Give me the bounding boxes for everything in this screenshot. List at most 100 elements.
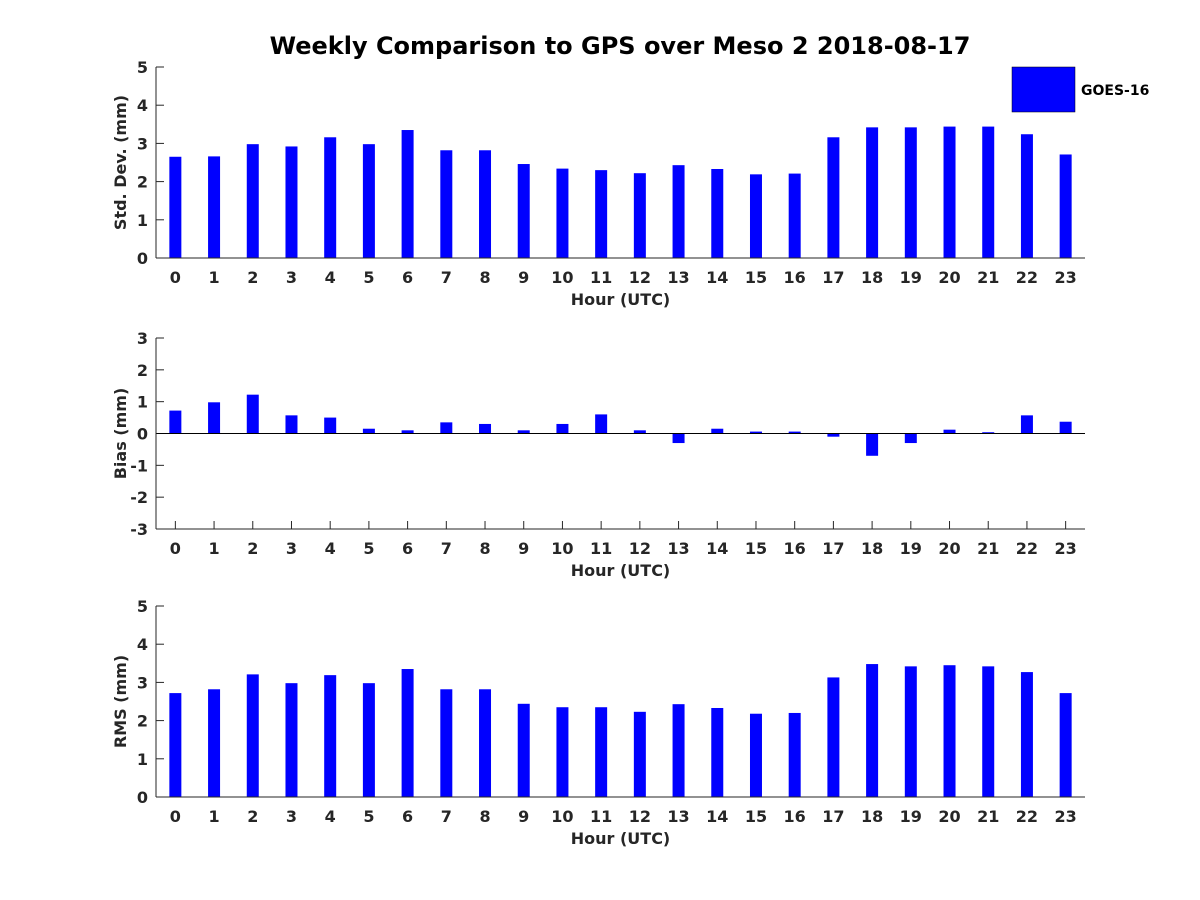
rms-bar-hour-4 [324,675,337,797]
bias-xlabel: Hour (UTC) [571,561,671,580]
rms-xtick-label: 20 [938,807,960,826]
stddev-ytick-label: 1 [137,211,148,230]
stddev-bar-hour-21 [982,126,995,258]
rms-xtick-label: 17 [822,807,844,826]
bias-xtick-label: 23 [1055,539,1077,558]
stddev-bar-hour-19 [904,127,917,258]
bias-xtick-label: 15 [745,539,767,558]
rms-bar-hour-1 [208,689,221,797]
bias-bar-hour-14 [711,428,724,434]
bias-xtick-label: 14 [706,539,728,558]
rms-xtick-label: 5 [363,807,374,826]
bias-bar-hour-8 [479,423,492,434]
stddev-xtick-label: 8 [479,268,490,287]
rms-bar-hour-10 [556,707,569,797]
stddev-bar-hour-1 [208,156,221,258]
rms-bar-hour-18 [866,664,879,797]
rms-bar-hour-19 [904,666,917,797]
stddev-xlabel: Hour (UTC) [571,290,671,309]
rms-bar-hour-17 [827,677,840,797]
bias-ytick-label: 1 [137,393,148,412]
bias-ytick-label: -1 [130,456,148,475]
bias-bar-hour-21 [982,432,995,434]
stddev-xtick-label: 22 [1016,268,1038,287]
stddev-bar-hour-17 [827,137,840,258]
bias-xtick-label: 5 [363,539,374,558]
stddev-xtick-label: 2 [247,268,258,287]
bias-bar-hour-11 [595,414,608,434]
stddev-xtick-label: 23 [1055,268,1077,287]
rms-xtick-label: 9 [518,807,529,826]
bias-bar-hour-23 [1059,421,1072,434]
bias-xtick-label: 19 [900,539,922,558]
rms-xtick-label: 22 [1016,807,1038,826]
stddev-ytick-label: 2 [137,173,148,192]
rms-bar-hour-11 [595,707,608,797]
bias-bar-hour-20 [943,429,956,434]
stddev-bar-hour-6 [401,130,414,258]
rms-ytick-label: 4 [137,635,148,654]
rms-ytick-label: 0 [137,788,148,807]
rms-bar-hour-6 [401,669,414,797]
bias-bar-hour-13 [672,433,685,444]
rms-ytick-label: 5 [137,597,148,616]
bias-xtick-label: 2 [247,539,258,558]
bias-ytick-label: -2 [130,488,148,507]
stddev-bar-hour-22 [1020,134,1033,258]
bias-xtick-label: 0 [170,539,181,558]
rms-xtick-label: 6 [402,807,413,826]
stddev-ytick-label: 0 [137,249,148,268]
bias-bar-hour-1 [208,402,221,434]
stddev-xtick-label: 12 [629,268,651,287]
stddev-bar-hour-13 [672,165,685,258]
rms-xtick-label: 2 [247,807,258,826]
rms-bar-hour-15 [749,713,762,797]
stddev-ylabel: Std. Dev. (mm) [111,95,130,230]
bias-bar-hour-22 [1020,415,1033,434]
stddev-xtick-label: 5 [363,268,374,287]
stddev-xtick-label: 13 [667,268,689,287]
bias-xtick-label: 10 [551,539,573,558]
bias-xtick-label: 22 [1016,539,1038,558]
stddev-bar-hour-5 [362,144,375,258]
stddev-xtick-label: 16 [784,268,806,287]
rms-ytick-label: 3 [137,673,148,692]
rms-ytick-label: 1 [137,750,148,769]
rms-ytick-label: 2 [137,712,148,731]
rms-bar-hour-2 [246,674,259,797]
rms-xtick-label: 16 [784,807,806,826]
rms-xtick-label: 23 [1055,807,1077,826]
bias-xtick-label: 4 [325,539,336,558]
rms-bar-hour-23 [1059,693,1072,797]
bias-xtick-label: 11 [590,539,612,558]
stddev-ytick-label: 3 [137,134,148,153]
stddev-xtick-label: 14 [706,268,728,287]
rms-xtick-label: 13 [667,807,689,826]
stddev-xtick-label: 19 [900,268,922,287]
stddev-bar-hour-10 [556,168,569,258]
stddev-bar-hour-8 [479,150,492,258]
bias-bar-hour-19 [904,433,917,444]
bias-bar-hour-10 [556,423,569,434]
stddev-xtick-label: 4 [325,268,336,287]
stddev-xtick-label: 17 [822,268,844,287]
rms-xtick-label: 0 [170,807,181,826]
bias-xtick-label: 12 [629,539,651,558]
bias-bar-hour-7 [440,422,453,434]
rms-bar-hour-5 [362,683,375,797]
bias-xtick-label: 1 [208,539,219,558]
bias-ytick-label: 0 [137,425,148,444]
rms-xtick-label: 21 [977,807,999,826]
legend-swatch [1011,66,1076,113]
bias-xtick-label: 6 [402,539,413,558]
rms-xtick-label: 8 [479,807,490,826]
bias-xtick-label: 18 [861,539,883,558]
stddev-xtick-label: 18 [861,268,883,287]
bias-ytick-label: 3 [137,329,148,348]
rms-xtick-label: 19 [900,807,922,826]
stddev-xtick-label: 11 [590,268,612,287]
stddev-bar-hour-16 [788,173,801,258]
